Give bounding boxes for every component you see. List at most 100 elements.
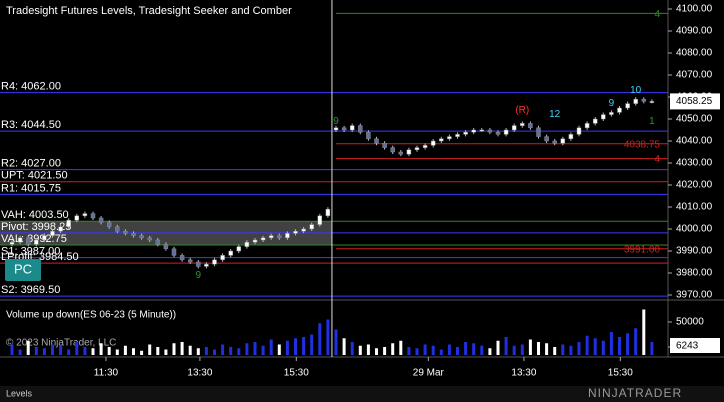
candle — [131, 233, 136, 236]
candle — [333, 127, 339, 131]
last-volume-label: 6243 — [676, 341, 699, 352]
candle — [617, 107, 622, 113]
candle — [179, 255, 185, 261]
copyright: © 2023 NinjaTrader, LLC — [6, 338, 116, 349]
volume-bar — [618, 337, 621, 355]
candle — [430, 140, 436, 146]
volume-bar — [537, 342, 540, 355]
signal-label: 12 — [549, 109, 561, 120]
candle — [560, 138, 566, 144]
pc-button[interactable] — [5, 259, 41, 281]
candle — [139, 235, 144, 239]
last-price-box — [670, 93, 720, 110]
candle — [495, 131, 501, 135]
candle — [511, 125, 517, 131]
candle — [398, 151, 404, 155]
last-price-label: 4058.25 — [676, 96, 713, 107]
candle — [536, 127, 541, 137]
signal-label: (R) — [515, 105, 529, 116]
candle — [244, 241, 250, 247]
volume-bar — [277, 344, 281, 355]
candle — [171, 248, 177, 256]
volume-bar — [172, 343, 176, 355]
volume-bar — [399, 340, 403, 355]
candle — [576, 127, 582, 135]
y-tick-label: 4020.00 — [676, 180, 713, 191]
candle — [82, 213, 88, 217]
candle — [625, 103, 630, 109]
level-label: Pivot: 3998.25 — [1, 221, 71, 233]
candle — [487, 129, 493, 133]
candle — [9, 241, 15, 245]
volume-bar — [180, 342, 184, 355]
candle — [382, 142, 387, 148]
candle — [115, 226, 120, 232]
level-label: 3991.00 — [624, 244, 661, 255]
volume-bar — [229, 347, 233, 355]
volume-bar — [164, 349, 168, 355]
volume-bar — [75, 342, 79, 355]
candle — [236, 246, 242, 252]
candle — [42, 235, 47, 241]
pc-button-label[interactable]: PC — [14, 261, 32, 276]
volume-bar — [342, 338, 346, 355]
volume-bar — [447, 344, 451, 355]
level-label: R4: 4062.00 — [1, 81, 61, 93]
volume-bar — [99, 343, 103, 355]
volume-bar — [569, 345, 573, 355]
y-tick-label: 4100.00 — [676, 4, 713, 15]
volume-bar — [464, 342, 468, 355]
y-tick-label: 4000.00 — [676, 224, 713, 235]
volume-bar — [310, 334, 314, 355]
volume-bar — [439, 349, 443, 355]
candle — [520, 123, 525, 126]
candle — [584, 123, 590, 129]
level-label: S1: 3987.00 — [1, 246, 60, 258]
volume-bar — [156, 347, 160, 355]
volume-bar — [609, 332, 613, 355]
candle — [552, 140, 557, 144]
level-label: 4 — [654, 9, 660, 20]
volume-bar — [140, 350, 144, 355]
y-tick-label: 4040.00 — [676, 136, 713, 147]
volume-bar — [415, 348, 419, 355]
volume-bar — [213, 349, 216, 355]
volume-bar — [650, 342, 654, 355]
signal-label: 10 — [630, 85, 642, 96]
tab[interactable]: Levels — [6, 388, 33, 398]
volume-bar — [496, 340, 500, 355]
volume-bar — [67, 349, 71, 355]
volume-bar — [391, 343, 395, 355]
candle — [633, 98, 638, 104]
volume-bar — [626, 333, 630, 355]
volume-bar — [553, 347, 557, 355]
x-tick-label: 15:30 — [608, 368, 633, 379]
candle — [106, 222, 112, 228]
candle — [471, 129, 476, 133]
volume-bar — [253, 342, 257, 355]
y-tick-label: 4010.00 — [676, 202, 713, 213]
volume-bar — [261, 345, 265, 355]
candle — [341, 127, 347, 131]
volume-bar — [423, 344, 427, 355]
candle — [528, 123, 533, 129]
candle — [568, 134, 574, 140]
signal-label: 9 — [196, 270, 202, 281]
level-label: VAL: 3992.75 — [1, 233, 67, 245]
level-label: 4 — [654, 154, 660, 165]
volume-bar — [383, 347, 387, 355]
candle — [74, 215, 80, 221]
y-tick-label: 4090.00 — [676, 26, 713, 37]
volume-bar — [42, 348, 46, 355]
volume-title: Volume up down(ES 06-23 (5 Minute)) — [6, 310, 176, 321]
volume-bar — [593, 338, 597, 355]
volume-bar — [107, 347, 111, 355]
level-label: UPT: 4021.50 — [1, 170, 68, 182]
x-tick-label: 29 Mar — [413, 368, 445, 379]
volume-bar — [245, 343, 249, 355]
volume-bar — [294, 338, 297, 355]
candle — [406, 149, 412, 155]
candle — [228, 250, 233, 256]
